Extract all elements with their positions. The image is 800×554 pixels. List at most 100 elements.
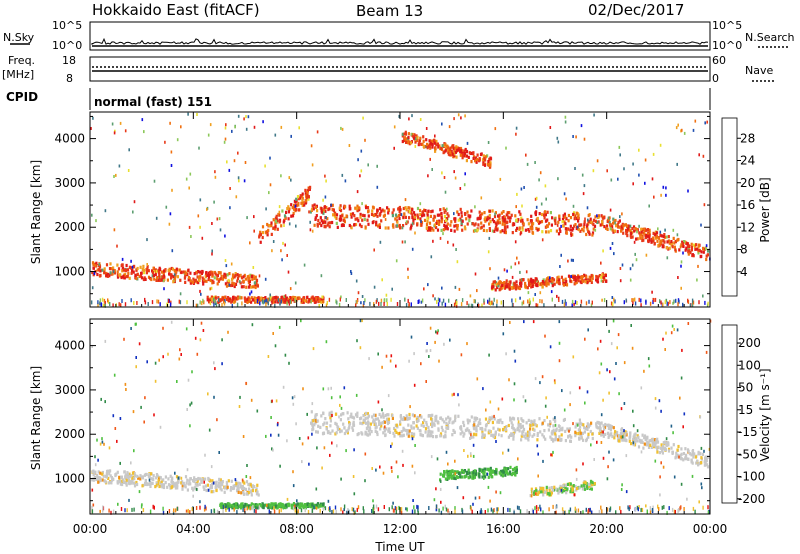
data-cell <box>325 206 328 210</box>
data-cell <box>278 298 282 302</box>
clutter-cell <box>506 269 508 273</box>
data-cell <box>616 230 619 234</box>
data-cell <box>407 423 410 427</box>
clutter-cell <box>516 468 518 472</box>
data-cell <box>300 504 303 508</box>
data-cell <box>139 265 142 269</box>
clutter-cell <box>692 128 695 132</box>
clutter-cell <box>131 265 134 269</box>
data-cell <box>341 214 344 218</box>
data-cell <box>349 207 352 211</box>
data-cell <box>626 224 629 229</box>
data-cell <box>509 472 512 476</box>
data-cell <box>410 141 413 145</box>
data-cell <box>606 227 609 231</box>
data-cell <box>433 423 436 427</box>
data-cell <box>518 226 521 230</box>
data-cell <box>478 210 481 214</box>
clutter-cell <box>560 253 562 257</box>
data-cell <box>549 279 552 283</box>
clutter-cell <box>523 320 525 324</box>
data-cell <box>356 433 359 437</box>
clutter-cell <box>436 331 439 335</box>
data-cell <box>667 449 671 453</box>
ground-scatter-cell <box>673 299 675 304</box>
data-cell <box>566 487 569 491</box>
ground-scatter-cell <box>528 298 531 303</box>
data-cell <box>410 426 413 430</box>
ground-scatter-cell <box>460 302 463 307</box>
ground-scatter-cell <box>591 300 593 305</box>
data-cell <box>255 505 258 509</box>
clutter-cell <box>356 339 358 343</box>
ground-scatter-cell <box>654 297 657 302</box>
data-cell <box>105 473 108 477</box>
data-cell <box>672 236 675 240</box>
clutter-cell <box>466 342 468 346</box>
clutter-cell <box>125 388 127 391</box>
data-cell <box>659 233 662 237</box>
clutter-cell <box>271 399 273 403</box>
clutter-cell <box>372 499 374 503</box>
data-cell <box>338 206 341 210</box>
clutter-cell <box>623 167 625 171</box>
ground-scatter-cell <box>456 303 458 308</box>
data-cell <box>574 214 577 218</box>
data-cell <box>311 207 314 211</box>
clutter-cell <box>563 408 566 412</box>
data-cell <box>250 285 253 289</box>
data-cell <box>331 429 334 433</box>
data-cell <box>633 229 636 233</box>
data-cell <box>98 268 101 272</box>
ground-scatter-cell <box>444 302 447 307</box>
clutter-cell <box>488 236 491 240</box>
data-cell <box>416 419 419 423</box>
data-cell <box>331 203 334 207</box>
data-cell <box>364 421 368 425</box>
data-cell <box>184 280 187 284</box>
data-cell <box>120 475 123 479</box>
data-cell <box>212 280 215 284</box>
clutter-cell <box>123 337 125 341</box>
data-cell <box>126 268 129 272</box>
data-cell <box>572 484 575 488</box>
data-cell <box>428 434 432 438</box>
data-cell <box>662 239 665 243</box>
data-cell <box>450 150 453 154</box>
clutter-cell <box>583 137 586 141</box>
clutter-cell <box>439 487 442 491</box>
ground-scatter-cell <box>707 301 709 306</box>
data-cell <box>569 224 572 228</box>
data-cell <box>624 430 627 434</box>
data-cell <box>149 481 152 485</box>
data-cell <box>184 475 188 479</box>
data-cell <box>376 210 379 214</box>
clutter-cell <box>527 291 530 295</box>
data-cell <box>543 490 546 494</box>
data-cell <box>352 422 355 427</box>
data-cell <box>587 435 590 439</box>
data-cell <box>454 476 457 481</box>
clutter-cell <box>203 480 205 484</box>
ground-scatter-cell <box>215 302 218 307</box>
data-cell <box>255 278 259 282</box>
clutter-cell <box>330 386 332 390</box>
data-cell <box>144 277 147 281</box>
data-cell <box>283 214 287 218</box>
clutter-cell <box>359 346 362 350</box>
clutter-cell <box>682 425 684 429</box>
data-cell <box>148 472 151 477</box>
data-cell <box>318 299 321 303</box>
data-cell <box>578 437 581 441</box>
data-cell <box>418 141 421 145</box>
data-cell <box>145 271 148 275</box>
data-cell <box>571 488 574 492</box>
data-cell <box>161 275 164 279</box>
data-cell <box>456 148 459 152</box>
data-cell <box>596 420 599 424</box>
data-cell <box>174 486 177 490</box>
data-cell <box>497 284 500 288</box>
data-cell <box>667 239 670 243</box>
data-cell <box>246 300 249 304</box>
